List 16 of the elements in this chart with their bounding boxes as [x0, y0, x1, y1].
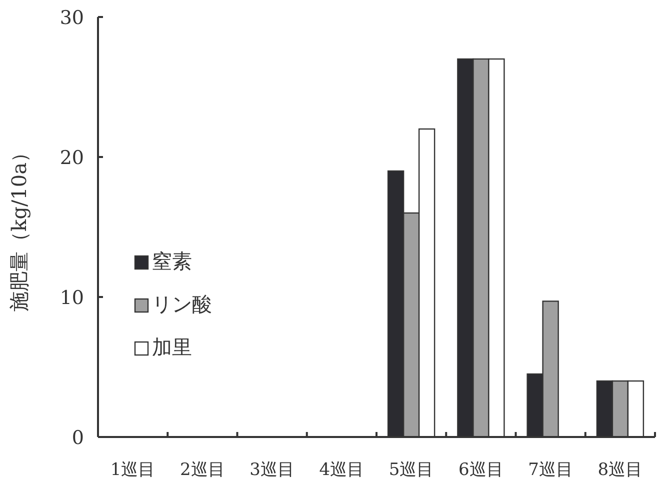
- legend-label: リン酸: [152, 292, 212, 316]
- y-tick-label: 30: [60, 7, 84, 29]
- x-tick-label: 1巡目: [110, 460, 156, 480]
- y-tick-label: 10: [60, 287, 84, 309]
- x-tick-label: 8巡目: [598, 460, 643, 480]
- x-tick-label: 6巡目: [458, 460, 504, 480]
- x-tick-label: 4巡目: [319, 460, 364, 480]
- legend-label: 窒素: [152, 249, 192, 273]
- x-tick-label: 5巡目: [388, 460, 434, 480]
- x-tick-label: 3巡目: [250, 460, 294, 480]
- y-axis-title: 施肥量（kg/10a）: [7, 142, 31, 312]
- x-tick-label: 2巡目: [180, 460, 225, 480]
- y-tick-label: 20: [60, 147, 84, 169]
- legend-label: 加里: [152, 335, 192, 359]
- x-tick-label: 7巡目: [528, 460, 573, 480]
- y-tick-label: 0: [72, 427, 84, 449]
